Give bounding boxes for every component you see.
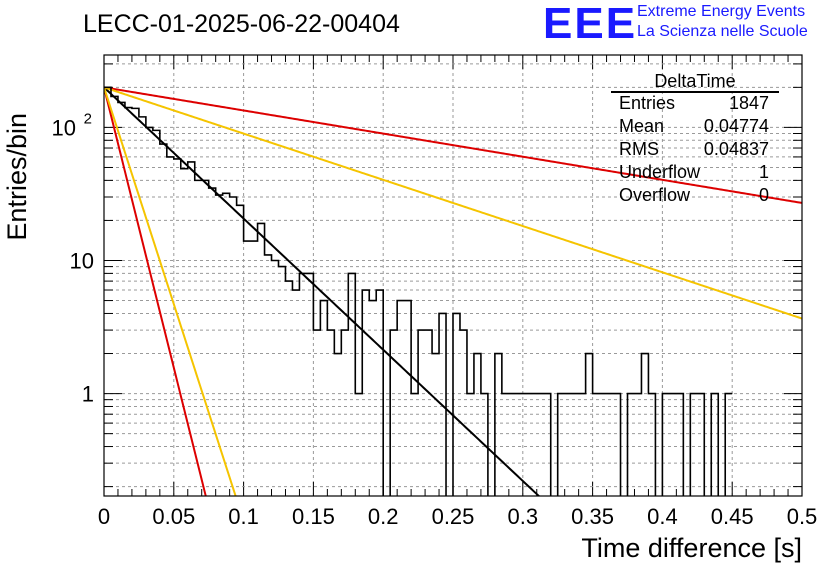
y-tick-label: 10 — [52, 115, 76, 140]
stats-mean-label: Mean — [619, 116, 665, 136]
stats-rms-label: RMS — [619, 139, 659, 159]
exp-curve-1 — [104, 86, 541, 496]
x-tick-label: 0.15 — [292, 504, 335, 529]
exp-curve-4 — [104, 87, 207, 496]
stats-entries-label: Entries — [619, 93, 676, 113]
x-tick-label: 0.25 — [432, 504, 475, 529]
stats-underflow-value: 1 — [758, 162, 769, 182]
eee-logo-caption: Extreme Energy Events La Scienza nelle S… — [637, 2, 808, 42]
x-tick-label: 0.35 — [571, 504, 614, 529]
y-tick-exponent: 2 — [84, 110, 92, 127]
stats-rms-value: 0.04837 — [703, 139, 769, 159]
logo-line-2: La Scienza nelle Scuole — [637, 23, 808, 40]
exp-curve-5 — [104, 87, 237, 496]
x-tick-label: 0.5 — [787, 504, 818, 529]
x-tick-label: 0.2 — [368, 504, 399, 529]
stats-overflow-value: 0 — [758, 185, 769, 205]
plot-frame — [103, 54, 803, 497]
histogram-outline — [104, 86, 733, 496]
stats-entries-value: 1847 — [728, 93, 769, 113]
x-tick-label: 0.4 — [647, 504, 678, 529]
x-tick-label: 0.05 — [152, 504, 195, 529]
eee-logo: EEE — [543, 0, 638, 48]
y-axis-label: Entries/bin — [2, 113, 32, 241]
x-tick-label: 0.45 — [711, 504, 754, 529]
y-tick-label: 10 — [70, 248, 94, 273]
stats-title: DeltaTime — [654, 71, 736, 91]
y-tick-label: 1 — [82, 382, 94, 407]
exp-curve-3 — [104, 86, 802, 320]
logo-line-1: Extreme Energy Events — [637, 3, 806, 20]
plot-title: LECC-01-2025-06-22-00404 — [83, 10, 400, 38]
x-axis-label: Time difference [s] — [581, 533, 802, 563]
stats-mean-value: 0.04774 — [703, 116, 769, 136]
stats-overflow-label: Overflow — [619, 185, 691, 205]
x-tick-label: 0.3 — [508, 504, 539, 529]
stats-box: DeltaTime Entries 1847 Mean 0.04774 RMS 0.048… — [611, 71, 779, 211]
x-tick-label: 0 — [98, 504, 110, 529]
stats-title-underline — [611, 91, 779, 93]
exp-curve-2 — [104, 86, 802, 204]
x-tick-label: 0.1 — [228, 504, 259, 529]
stats-underflow-label: Underflow — [619, 162, 701, 182]
